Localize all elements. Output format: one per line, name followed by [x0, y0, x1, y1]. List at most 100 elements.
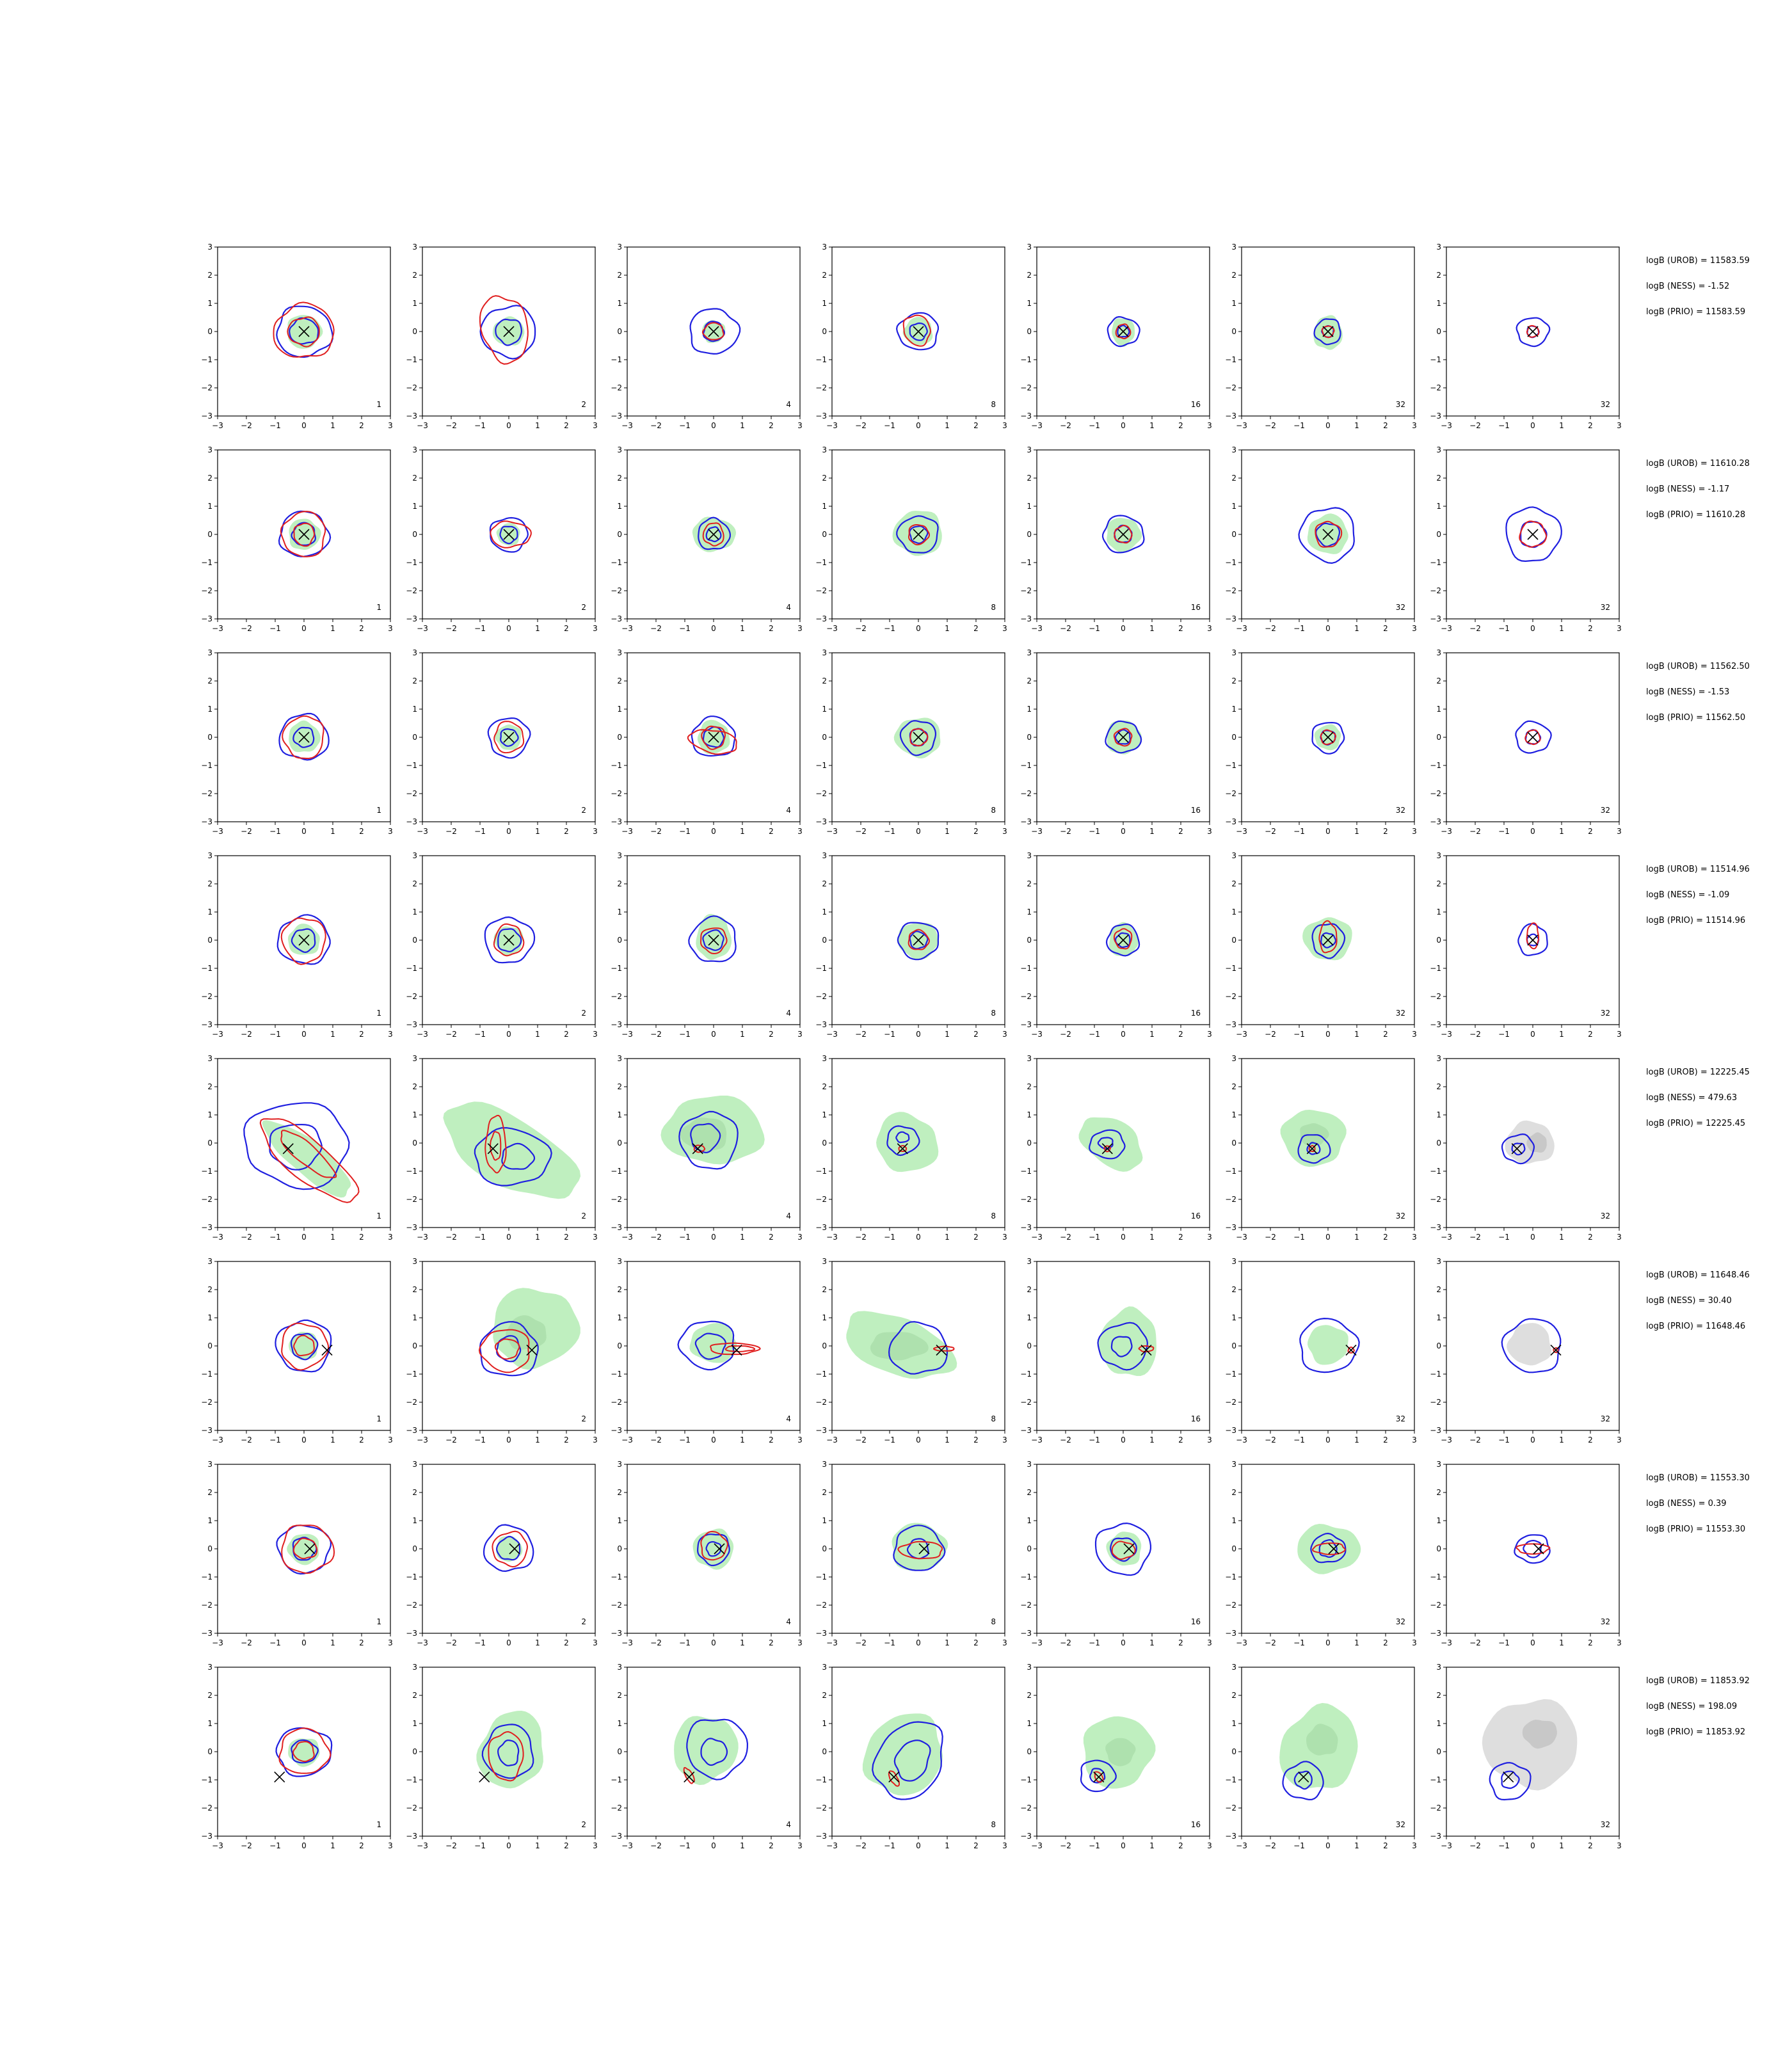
y-tick-label: 1 — [617, 299, 622, 308]
red-contour-1 — [1553, 1347, 1559, 1354]
x-tick-label: 0 — [1325, 1233, 1331, 1242]
red-contour-1 — [280, 511, 326, 557]
logb-annotation-1: logB (UROB) = 11648.46 — [1646, 1270, 1750, 1280]
x-tick-label: 1 — [330, 1233, 335, 1242]
x-tick-label: 0 — [1530, 421, 1535, 430]
x-tick-label: 3 — [1617, 624, 1622, 633]
panel-r1-c5: −3 −2 −1 0 1 2 3 3 2 1 0 −1 −2 −3 16 — [1020, 243, 1212, 430]
y-tick-label: 0 — [617, 327, 622, 336]
green-contour-2 — [870, 1332, 929, 1361]
y-tick-label: −2 — [1430, 1195, 1441, 1204]
x-tick-label: 1 — [1149, 1030, 1155, 1039]
y-tick-label: −3 — [201, 1629, 212, 1638]
x-tick-label: −3 — [1441, 827, 1452, 836]
truth-marker — [487, 1143, 499, 1155]
truth-marker — [1140, 1345, 1152, 1356]
truth-marker — [321, 1345, 333, 1356]
x-tick-label: 1 — [740, 1436, 745, 1444]
y-tick-label: −1 — [1020, 1167, 1032, 1176]
x-tick-label: 3 — [388, 624, 393, 633]
panel-r7-c3: −3 −2 −1 0 1 2 3 3 2 1 0 −1 −2 −3 4 — [611, 1460, 803, 1647]
y-tick-label: 2 — [617, 474, 622, 483]
x-tick-label: −1 — [474, 1030, 486, 1039]
x-tick-label: 1 — [535, 624, 540, 633]
truth-marker — [503, 732, 515, 743]
y-tick-label: 3 — [412, 243, 417, 252]
red-contour-1 — [693, 1144, 706, 1153]
blue-contour-1 — [886, 1125, 920, 1156]
y-tick-label: 2 — [1231, 271, 1236, 280]
logb-annotation-1: logB (UROB) = 12225.45 — [1646, 1068, 1750, 1077]
x-tick-label: 2 — [1383, 624, 1388, 633]
panel-r2-c2: −3 −2 −1 0 1 2 3 3 2 1 0 −1 −2 −3 2 — [406, 445, 598, 633]
y-tick-label: 2 — [1027, 271, 1032, 280]
y-tick-label: −3 — [1225, 412, 1236, 420]
panel-corner-label: 16 — [1191, 603, 1201, 612]
x-tick-label: 0 — [1121, 1233, 1126, 1242]
y-tick-label: 3 — [1027, 445, 1032, 454]
y-tick-label: 3 — [822, 851, 827, 860]
y-tick-label: −1 — [406, 964, 417, 973]
red-contour-1 — [1347, 1346, 1355, 1354]
x-tick-label: 0 — [916, 624, 921, 633]
y-tick-label: −3 — [406, 1426, 417, 1435]
panel-corner-label: 2 — [581, 806, 586, 815]
panel-corner-label: 16 — [1191, 1820, 1201, 1829]
red-contour-2 — [293, 1334, 315, 1357]
y-tick-label: −2 — [1020, 992, 1032, 1001]
truth-marker — [1322, 326, 1334, 337]
y-tick-label: 3 — [1436, 1663, 1441, 1672]
x-tick-label: 2 — [769, 624, 774, 633]
x-tick-label: −1 — [679, 1436, 691, 1444]
x-tick-label: 3 — [1002, 1030, 1007, 1039]
x-tick-label: −1 — [1089, 1436, 1100, 1444]
x-tick-label: 3 — [1617, 421, 1622, 430]
x-tick-label: −3 — [826, 1638, 838, 1647]
y-tick-label: 2 — [1436, 676, 1441, 685]
x-tick-label: 2 — [769, 827, 774, 836]
y-tick-label: −1 — [815, 1775, 827, 1784]
y-tick-label: 0 — [822, 327, 827, 336]
x-tick-label: −2 — [445, 624, 457, 633]
y-tick-label: −2 — [201, 586, 212, 595]
x-tick-label: 2 — [1178, 827, 1183, 836]
x-tick-label: 0 — [506, 827, 511, 836]
y-tick-label: 3 — [412, 1663, 417, 1672]
y-tick-label: 3 — [207, 648, 212, 657]
blue-contour-2 — [497, 928, 522, 952]
x-tick-label: 2 — [1178, 1638, 1183, 1647]
x-tick-label: −3 — [1441, 421, 1452, 430]
truth-marker — [1511, 1143, 1523, 1155]
y-tick-label: 3 — [207, 1460, 212, 1469]
x-tick-label: 1 — [1559, 421, 1564, 430]
y-tick-label: 2 — [412, 1285, 417, 1294]
x-tick-label: −3 — [826, 1841, 838, 1850]
y-tick-label: −1 — [611, 355, 622, 364]
x-tick-label: −1 — [679, 421, 691, 430]
red-contour-1 — [1111, 1540, 1136, 1560]
truth-marker — [1117, 732, 1129, 743]
panel-corner-label: 1 — [376, 806, 381, 815]
y-tick-label: 0 — [1231, 1341, 1236, 1350]
red-contour-1 — [700, 927, 728, 955]
y-tick-label: 1 — [412, 1516, 417, 1525]
truth-marker — [684, 1772, 695, 1783]
red-contour-2 — [494, 1338, 520, 1360]
y-tick-label: 2 — [207, 676, 212, 685]
y-tick-label: 0 — [617, 936, 622, 945]
blue-contour-2 — [1318, 1539, 1338, 1558]
y-tick-label: 2 — [617, 1691, 622, 1700]
x-tick-label: 0 — [711, 421, 716, 430]
y-tick-label: 0 — [1027, 1544, 1032, 1553]
x-tick-label: 2 — [359, 1638, 364, 1647]
y-tick-label: 3 — [207, 1663, 212, 1672]
x-tick-label: −3 — [212, 1436, 223, 1444]
red-contour-1 — [493, 923, 525, 957]
y-tick-label: −2 — [1020, 1195, 1032, 1204]
x-tick-label: −1 — [269, 1030, 281, 1039]
x-tick-label: −2 — [1060, 1841, 1071, 1850]
panel-r1-c2: −3 −2 −1 0 1 2 3 3 2 1 0 −1 −2 −3 2 — [406, 243, 598, 430]
x-tick-label: 1 — [1149, 1436, 1155, 1444]
x-tick-label: −1 — [1293, 1841, 1305, 1850]
